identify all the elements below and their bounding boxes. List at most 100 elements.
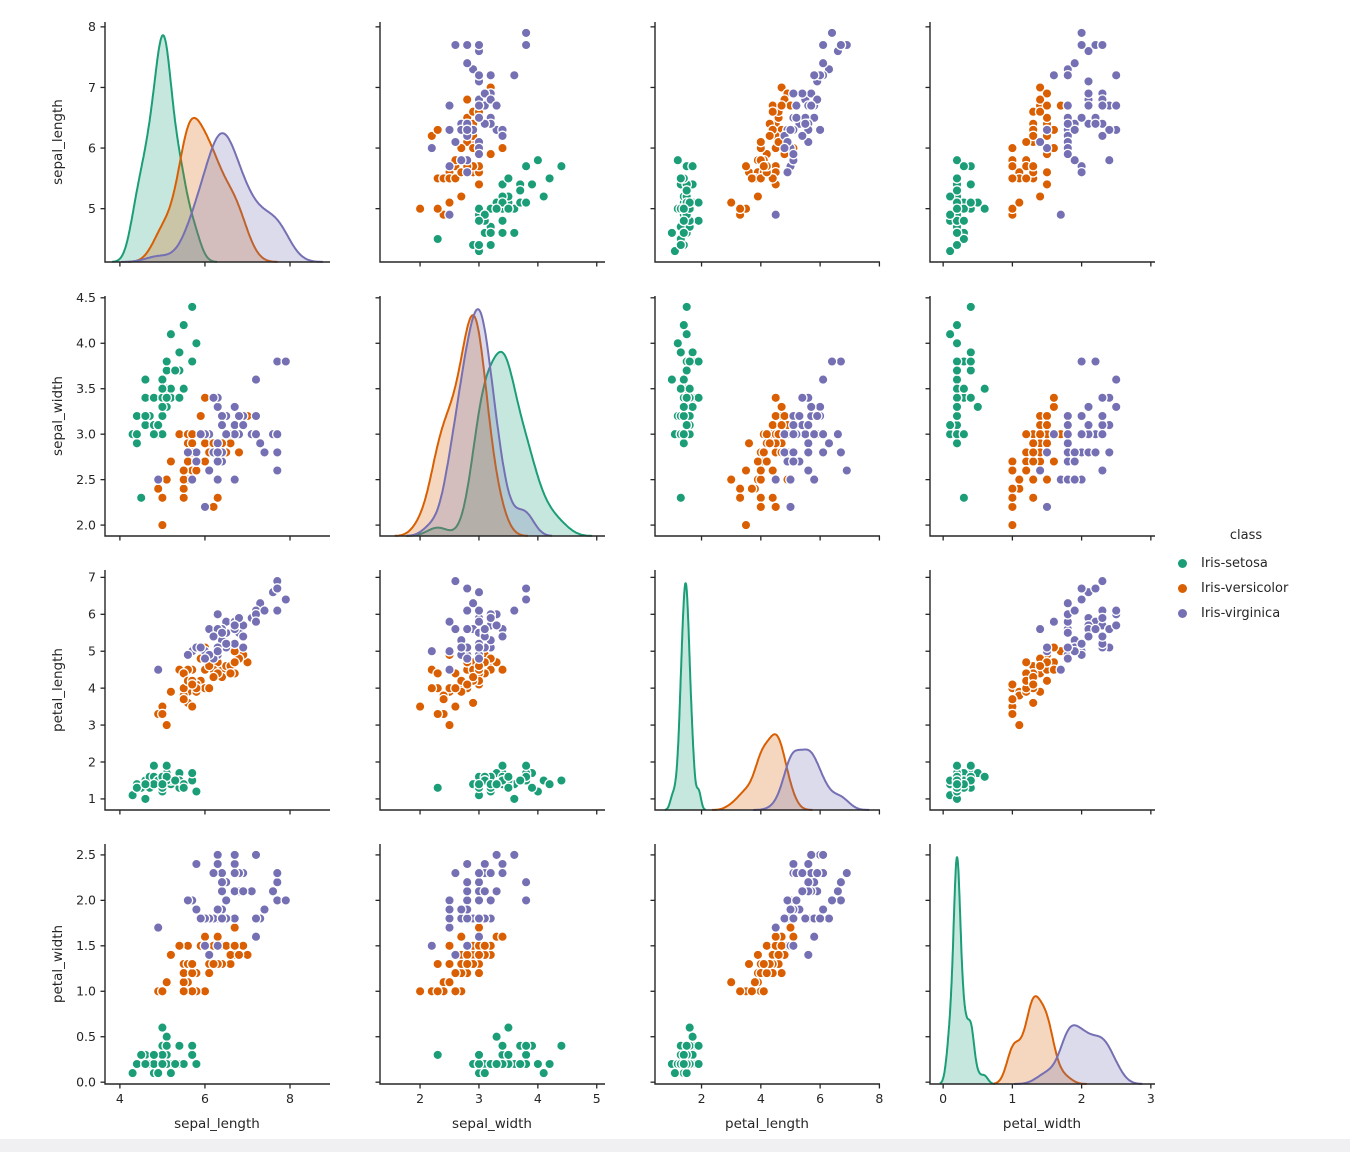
tick-marks-and-labels: 5 6 7 8 [88, 19, 291, 267]
tick-marks-and-labels: 2 4 6 8 [650, 854, 883, 1106]
kde-Iris-setosa [111, 34, 218, 263]
y-axis-label-petal_width: petal_width [50, 924, 66, 1004]
y-axis-label-sepal_width: sepal_width [50, 376, 66, 456]
series-Iris-virginica [152, 575, 292, 676]
series-Iris-virginica [426, 849, 532, 961]
kde-Iris-virginica [121, 132, 323, 263]
subplot-sepal_length-vs-petal_width [925, 22, 1155, 267]
subplot-kde-sepal_length: 5 6 7 8 [88, 19, 330, 267]
axes-spines [929, 22, 1155, 263]
x-axis-label-petal_length: petal_length [725, 1116, 809, 1132]
series-Iris-virginica [770, 27, 853, 221]
y-tick-label: 2.5 [76, 472, 96, 487]
series-Iris-setosa [432, 760, 567, 805]
tick-marks-and-labels: 4 6 8 0.0 0.5 1.0 1.5 2.0 2.5 [76, 847, 294, 1106]
series-Iris-virginica [152, 849, 292, 961]
series-Iris-versicolor [725, 392, 799, 531]
legend-label-iris-versicolor: Iris-versicolor [1201, 581, 1289, 596]
x-tick-label: 6 [816, 1091, 824, 1106]
tick-marks-and-labels: 2.0 2.5 3.0 3.5 4.0 4.5 [76, 290, 291, 541]
series-Iris-setosa [666, 1022, 704, 1079]
axes-spines [654, 844, 880, 1085]
y-axis-label-petal_length: petal_length [50, 648, 66, 732]
series-Iris-setosa [944, 760, 991, 805]
subplot-sepal_width-vs-sepal_length: 2.0 2.5 3.0 3.5 4.0 4.5 [76, 290, 330, 541]
subplot-kde-sepal_width [375, 296, 605, 541]
subplot-kde-petal_length [650, 570, 881, 815]
series-Iris-setosa [944, 301, 991, 504]
series-Iris-versicolor [152, 913, 253, 997]
tick-marks-and-labels [925, 26, 1152, 267]
x-tick-label: 1 [1008, 1091, 1016, 1106]
x-axis-label-sepal_width: sepal_width [452, 1116, 532, 1132]
series-Iris-virginica [770, 356, 853, 513]
series-Iris-versicolor [414, 913, 508, 997]
axes-spines [104, 296, 330, 537]
subplot-sepal_width-vs-petal_length [650, 296, 881, 541]
series-Iris-setosa [127, 1022, 202, 1079]
x-tick-label: 2 [1078, 1091, 1086, 1106]
subplot-petal_length-vs-sepal_length: 1 2 3 4 5 6 7 [88, 570, 330, 815]
y-tick-label: 1.0 [76, 984, 96, 999]
axes-spines [654, 296, 880, 537]
axes-spines [929, 844, 1155, 1085]
y-tick-label: 2.0 [76, 893, 96, 908]
series-Iris-setosa [127, 760, 202, 805]
series-Iris-virginica [770, 849, 853, 961]
y-tick-label: 4.0 [76, 336, 96, 351]
y-tick-label: 5 [88, 644, 96, 659]
series-Iris-virginica [1034, 575, 1122, 676]
x-axis-label-sepal_length: sepal_length [174, 1116, 260, 1132]
kde-Iris-setosa [939, 856, 996, 1085]
subplot-kde-petal_width: 0 1 2 3 [925, 844, 1155, 1106]
y-tick-label: 2.5 [76, 847, 96, 862]
kde-Iris-versicolor [127, 116, 278, 263]
window-edge-strip [0, 1139, 1350, 1152]
tick-marks-and-labels [650, 576, 881, 815]
subplot-sepal_width-vs-petal_width [925, 296, 1155, 541]
series-Iris-virginica [426, 575, 532, 676]
tick-marks-and-labels [650, 26, 881, 267]
legend-label-iris-virginica: Iris-virginica [1201, 606, 1281, 621]
y-tick-label: 6 [88, 140, 96, 155]
x-tick-label: 3 [475, 1091, 483, 1106]
axes-spines [379, 844, 605, 1085]
axes-spines [379, 296, 605, 537]
series-Iris-versicolor [1007, 82, 1074, 221]
axes-spines [929, 570, 1155, 811]
legend-swatch-iris-versicolor-icon [1178, 584, 1187, 593]
kde-Iris-virginica [405, 308, 553, 537]
axes-spines [654, 22, 880, 263]
axes-spines [379, 22, 605, 263]
legend-swatch-iris-virginica-icon [1178, 609, 1187, 618]
legend-item-iris-versicolor: Iris-versicolor [1166, 576, 1326, 601]
x-tick-label: 4 [534, 1091, 542, 1106]
legend-swatch-iris-setosa-icon [1178, 559, 1187, 568]
series-Iris-virginica [1034, 356, 1122, 513]
series-Iris-virginica [1034, 27, 1122, 221]
y-tick-label: 3.5 [76, 381, 96, 396]
series-Iris-virginica [152, 356, 292, 513]
y-tick-label: 3.0 [76, 426, 96, 441]
series-Iris-versicolor [414, 642, 508, 731]
kde-Iris-versicolor [711, 733, 813, 811]
y-tick-label: 4.5 [76, 290, 96, 305]
series-Iris-virginica [426, 27, 532, 221]
subplot-petal_width-vs-sepal_width: 2 3 4 5 [375, 844, 605, 1106]
x-tick-label: 2 [698, 1091, 706, 1106]
tick-marks-and-labels [375, 297, 598, 541]
y-tick-label: 0.0 [76, 1074, 96, 1089]
subplot-petal_width-vs-petal_length: 2 4 6 8 [650, 844, 883, 1106]
subplot-petal_width-vs-sepal_length: 4 6 8 0.0 0.5 1.0 1.5 2.0 2.5 [76, 844, 330, 1106]
subplot-sepal_length-vs-sepal_width [375, 22, 605, 267]
legend: class Iris-setosa Iris-versicolor Iris-v… [1166, 527, 1326, 626]
y-tick-label: 1.5 [76, 938, 96, 953]
y-tick-label: 3 [88, 717, 96, 732]
x-tick-label: 4 [116, 1091, 124, 1106]
subplot-sepal_length-vs-petal_length [650, 22, 881, 267]
tick-marks-and-labels [925, 576, 1152, 815]
x-tick-label: 0 [939, 1091, 947, 1106]
x-tick-label: 8 [875, 1091, 883, 1106]
